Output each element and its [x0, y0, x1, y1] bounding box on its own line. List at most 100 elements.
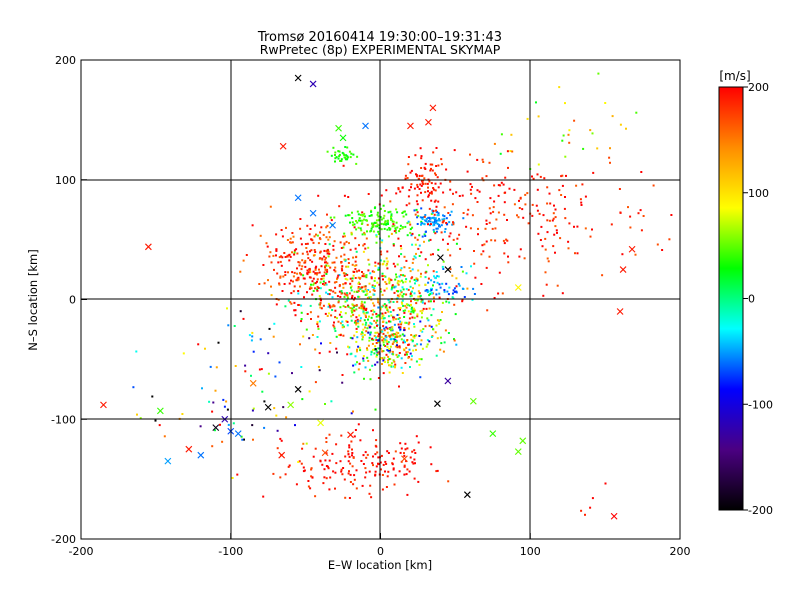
data-point — [381, 305, 384, 308]
data-point — [380, 306, 382, 309]
data-point — [493, 200, 496, 203]
data-point — [351, 303, 354, 306]
data-point — [349, 277, 352, 280]
data-point — [412, 349, 415, 352]
data-point — [373, 279, 376, 282]
data-point — [634, 253, 637, 256]
data-point — [214, 389, 217, 392]
data-point — [274, 375, 277, 378]
data-point — [393, 291, 396, 294]
data-point — [389, 334, 392, 337]
data-point — [353, 371, 356, 374]
data-point — [276, 429, 279, 432]
data-point — [366, 219, 368, 222]
data-point — [295, 248, 298, 251]
data-point — [352, 274, 355, 277]
data-point — [328, 289, 331, 291]
data-point — [364, 366, 367, 369]
data-point — [390, 213, 393, 216]
data-point — [433, 200, 436, 203]
data-point — [418, 255, 421, 257]
data-point — [431, 292, 434, 295]
data-point — [396, 341, 398, 344]
data-point — [301, 398, 304, 401]
data-point — [473, 262, 476, 265]
data-point — [393, 333, 395, 336]
data-point — [420, 175, 423, 177]
data-point — [328, 231, 331, 234]
data-point — [497, 292, 500, 295]
data-point — [388, 348, 391, 350]
data-point — [411, 461, 414, 464]
data-point — [434, 172, 436, 175]
data-point — [366, 356, 369, 359]
data-point — [410, 169, 413, 172]
data-point — [438, 322, 441, 325]
data-point — [347, 304, 349, 307]
data-point — [201, 387, 203, 390]
data-point — [386, 250, 389, 253]
data-point — [500, 133, 503, 136]
data-point — [325, 236, 328, 239]
data-point — [343, 232, 346, 235]
data-point — [359, 276, 362, 279]
data-point — [350, 152, 353, 155]
data-point — [375, 339, 378, 341]
data-point — [466, 213, 469, 216]
data-point — [342, 235, 345, 238]
data-point — [611, 115, 614, 118]
data-point — [427, 216, 430, 219]
data-point — [481, 177, 484, 180]
data-point — [338, 205, 341, 208]
data-point — [377, 301, 380, 304]
data-point — [580, 201, 583, 204]
data-point — [455, 290, 458, 293]
y-tick-label: 0 — [69, 294, 76, 307]
data-point — [423, 240, 425, 243]
data-point — [356, 291, 359, 293]
data-point — [362, 336, 364, 339]
data-point — [320, 299, 322, 302]
data-point — [399, 280, 401, 283]
data-point — [382, 341, 385, 344]
data-point — [483, 243, 486, 246]
data-point — [325, 477, 328, 480]
data-point — [448, 301, 451, 304]
data-point — [403, 334, 406, 337]
data-point — [299, 343, 301, 346]
data-point — [151, 395, 154, 398]
data-point — [334, 487, 336, 490]
data-point — [349, 473, 352, 476]
data-point — [452, 292, 454, 295]
data-point — [485, 266, 488, 269]
data-point — [582, 147, 585, 150]
data-point — [337, 150, 340, 153]
data-point — [373, 304, 376, 307]
data-point — [339, 160, 342, 162]
data-point — [314, 447, 317, 450]
data-point — [415, 173, 417, 176]
data-point — [375, 225, 378, 228]
data-point — [311, 260, 314, 263]
data-point — [431, 216, 434, 219]
data-point — [411, 450, 414, 453]
data-point — [469, 153, 471, 156]
data-point — [704, 142, 706, 144]
data-point — [390, 232, 393, 235]
data-point — [314, 287, 316, 290]
data-point — [289, 255, 292, 258]
data-point — [381, 272, 384, 275]
data-point — [267, 372, 270, 375]
data-point — [330, 219, 333, 222]
data-point — [396, 282, 399, 285]
data-point — [325, 272, 328, 275]
data-point — [343, 242, 346, 245]
data-point — [419, 294, 422, 297]
data-point — [406, 234, 409, 237]
data-point — [537, 163, 540, 166]
data-point — [381, 275, 384, 278]
data-point — [331, 309, 334, 311]
colorbar-tick-label: -100 — [748, 398, 773, 411]
data-point — [292, 290, 295, 293]
data-point — [521, 208, 524, 211]
